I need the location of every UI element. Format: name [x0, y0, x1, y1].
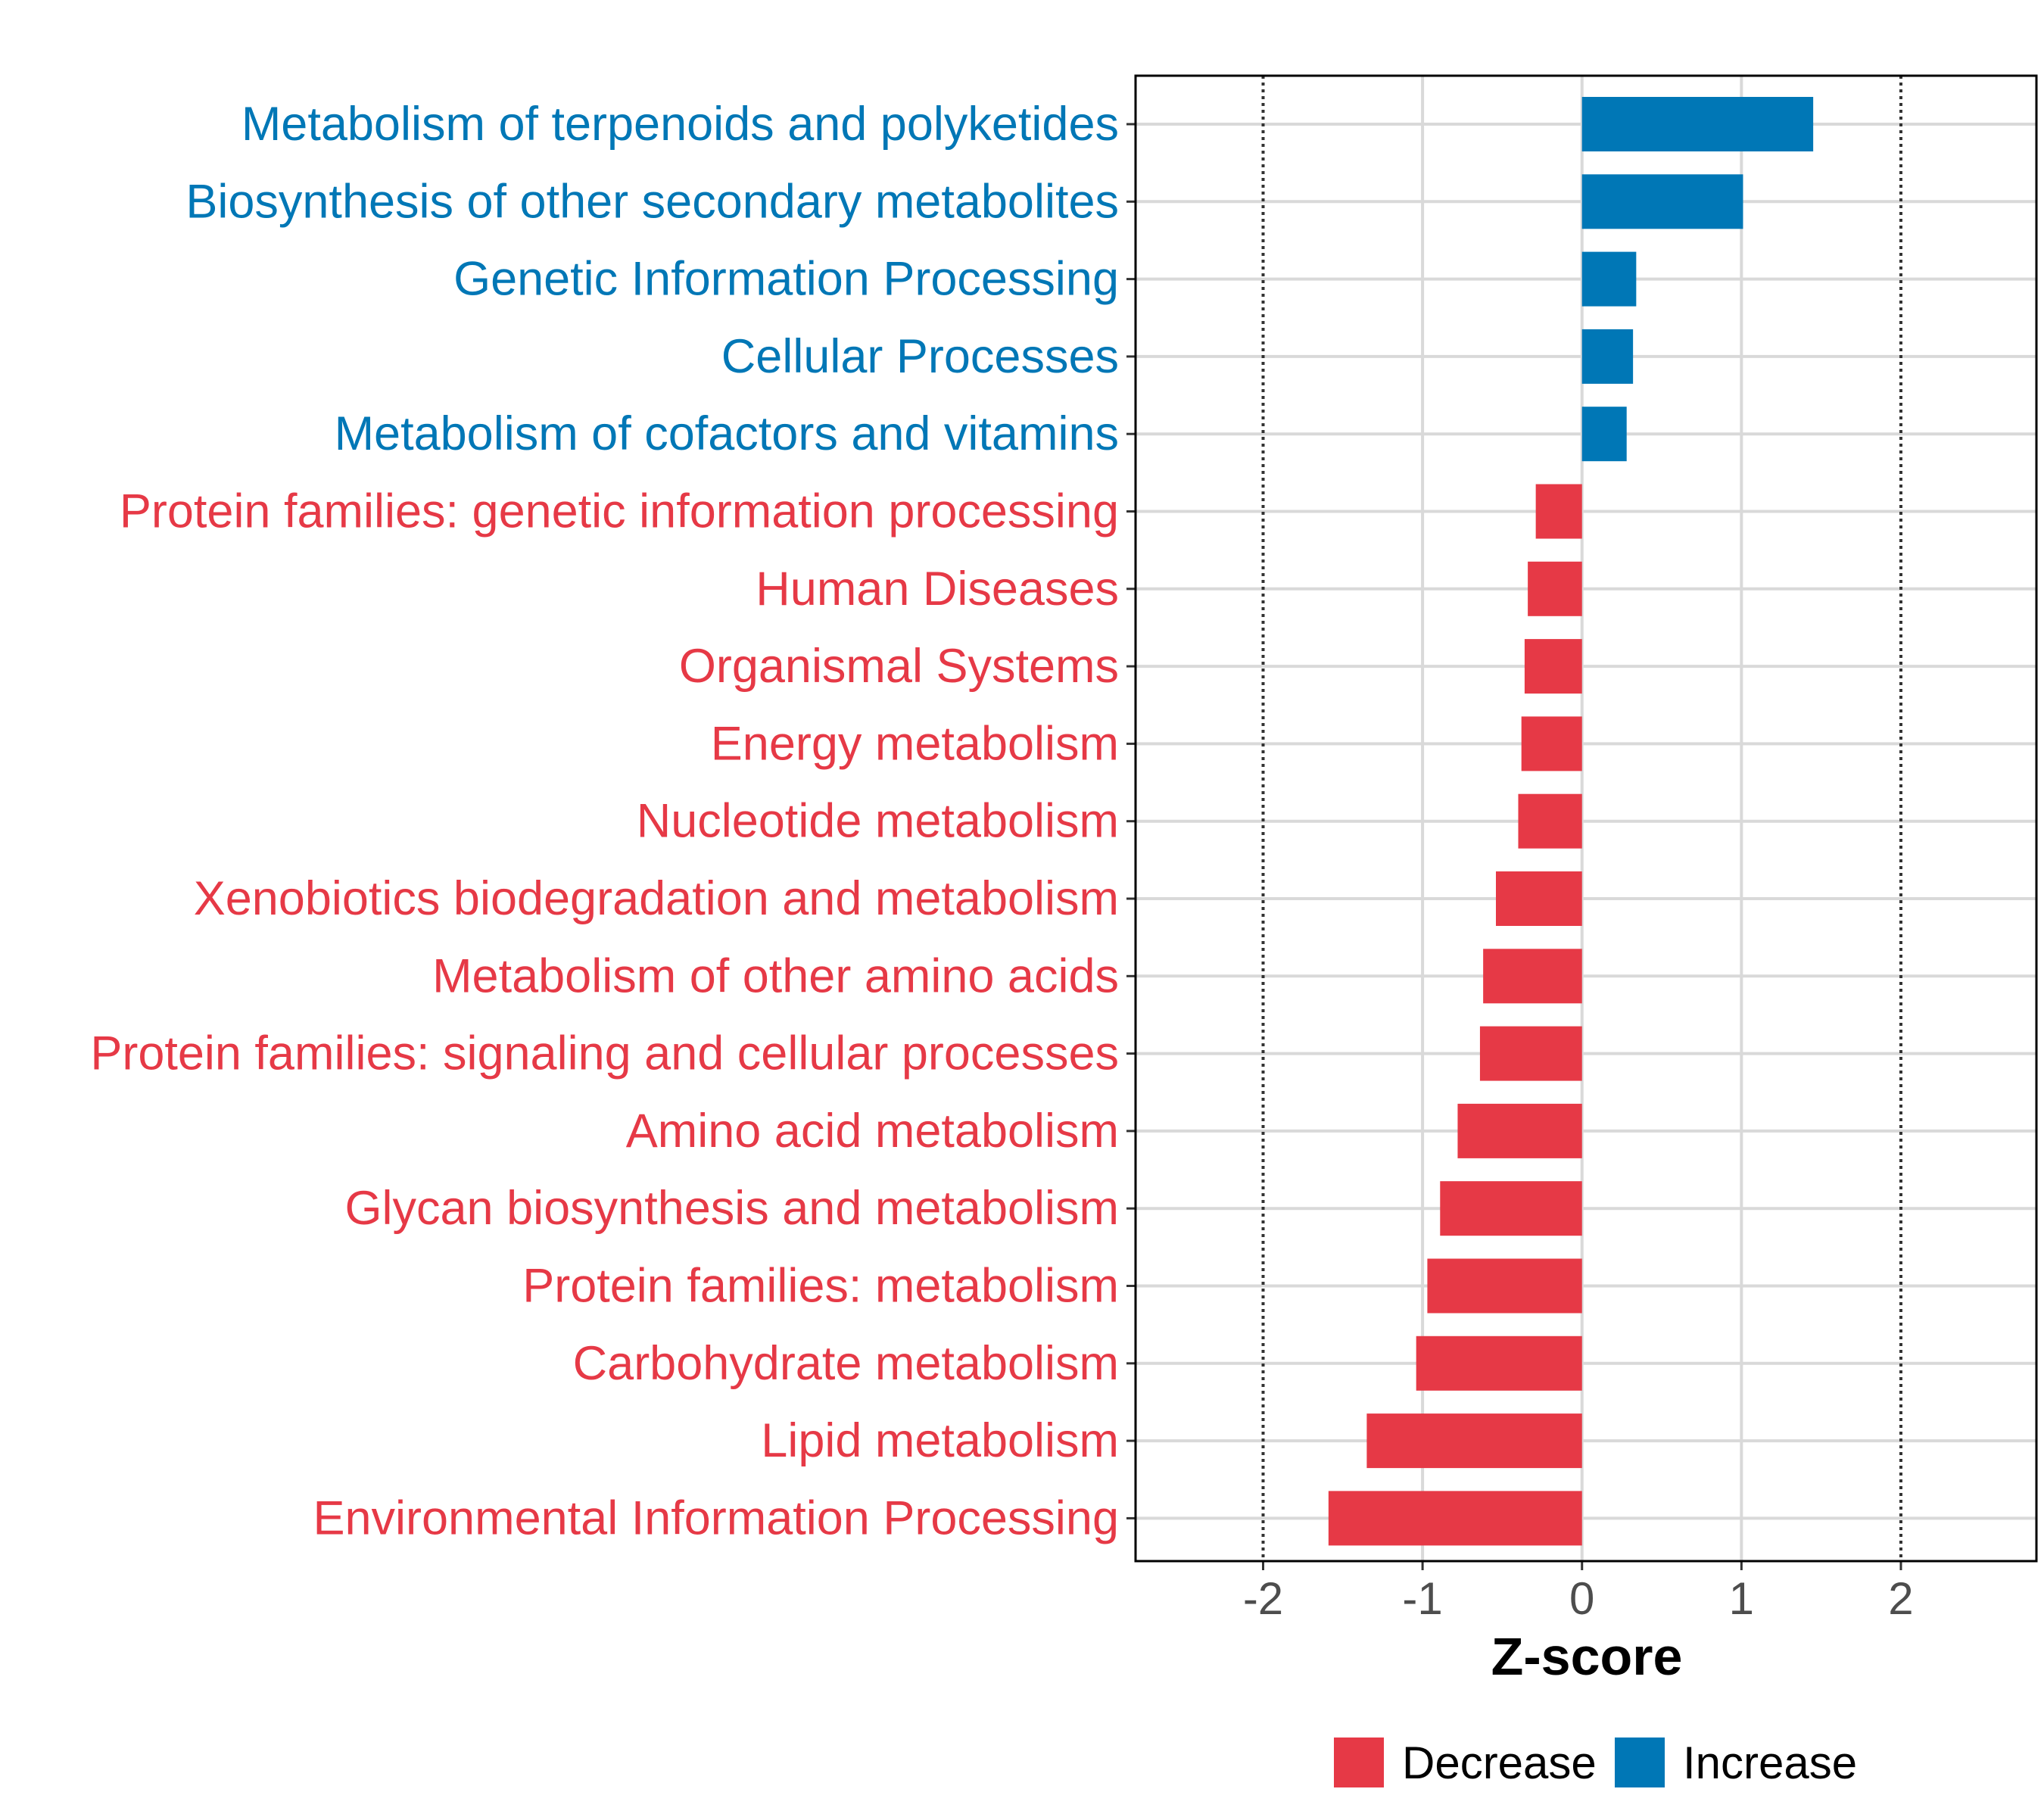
category-label: Xenobiotics biodegradation and metabolis… — [194, 872, 1119, 925]
category-label: Lipid metabolism — [761, 1414, 1119, 1467]
bar — [1479, 1026, 1582, 1081]
bar — [1496, 871, 1582, 926]
bar — [1521, 716, 1582, 771]
bar — [1581, 329, 1634, 384]
category-label: Protein families: signaling and cellular… — [90, 1027, 1119, 1080]
category-label: Nucleotide metabolism — [637, 795, 1119, 848]
bar — [1535, 484, 1582, 539]
bar — [1524, 639, 1582, 694]
legend-swatch — [1334, 1738, 1384, 1787]
legend: Decrease Increase — [1334, 1738, 1857, 1788]
category-label: Carbohydrate metabolism — [573, 1337, 1119, 1390]
category-label: Environmental Information Processing — [313, 1491, 1119, 1544]
grid-layer — [1136, 76, 2036, 1561]
legend-label: Increase — [1683, 1738, 1857, 1788]
x-tick-label: 2 — [1888, 1573, 1913, 1624]
bar — [1518, 793, 1582, 849]
legend-label: Decrease — [1402, 1738, 1597, 1788]
category-label: Organismal Systems — [679, 640, 1119, 693]
bar — [1457, 1103, 1582, 1158]
x-tick-label: 1 — [1729, 1573, 1754, 1624]
x-axis: -2 -1 0 1 2 — [1243, 1561, 1914, 1624]
bar — [1528, 561, 1582, 616]
bar — [1416, 1335, 1582, 1391]
bar — [1581, 407, 1627, 462]
x-tick-label: -1 — [1402, 1573, 1442, 1624]
bar — [1427, 1258, 1582, 1314]
bar — [1328, 1491, 1582, 1546]
category-label: Metabolism of terpenoids and polyketides — [241, 98, 1119, 151]
x-axis-title: Z-score — [1491, 1627, 1683, 1686]
bar — [1440, 1181, 1582, 1236]
category-label: Metabolism of cofactors and vitamins — [335, 407, 1119, 460]
category-label: Protein families: genetic information pr… — [120, 485, 1119, 538]
category-label: Genetic Information Processing — [453, 253, 1119, 306]
bar — [1483, 949, 1582, 1004]
category-label: Protein families: metabolism — [522, 1260, 1119, 1313]
category-label: Cellular Processes — [721, 330, 1119, 383]
category-label: Glycan biosynthesis and metabolism — [345, 1182, 1120, 1235]
category-label: Energy metabolism — [711, 717, 1119, 770]
x-tick-label: 0 — [1569, 1573, 1594, 1624]
bar — [1581, 97, 1814, 151]
plot-panel-border — [1134, 74, 2038, 1563]
legend-swatch — [1615, 1738, 1665, 1787]
category-label: Human Diseases — [756, 563, 1119, 616]
category-label: Biosynthesis of other secondary metaboli… — [185, 175, 1119, 228]
category-label: Metabolism of other amino acids — [432, 949, 1119, 1002]
bar-layer — [1328, 97, 1814, 1546]
category-labels: Metabolism of terpenoids and polyketides… — [90, 98, 1136, 1544]
bar — [1581, 251, 1637, 307]
category-label: Amino acid metabolism — [626, 1105, 1119, 1158]
bar — [1366, 1413, 1582, 1469]
bar — [1581, 174, 1743, 229]
x-tick-label: -2 — [1243, 1573, 1283, 1624]
